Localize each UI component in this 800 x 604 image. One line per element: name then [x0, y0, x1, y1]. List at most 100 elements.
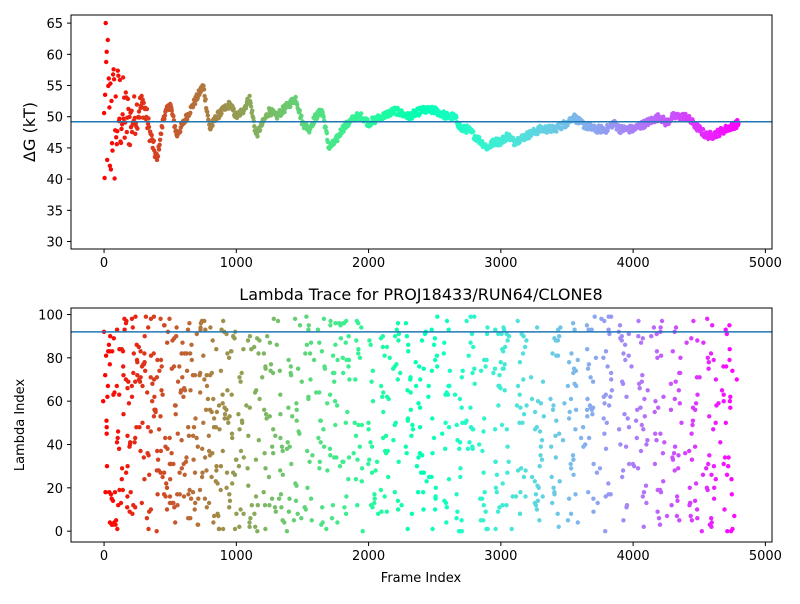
lambda-point [184, 368, 190, 373]
lambda-point [403, 444, 408, 449]
lambda-point [225, 388, 230, 393]
delta-g-point [125, 96, 131, 102]
lambda-point [555, 353, 561, 358]
lambda-point [160, 392, 165, 397]
lambda-point [718, 440, 723, 445]
lambda-point [130, 511, 135, 516]
lambda-point [220, 448, 225, 454]
lambda-point [410, 422, 415, 428]
lambda-point [110, 349, 115, 354]
lambda-point [375, 511, 381, 516]
delta-g-point [231, 106, 236, 112]
delta-g-point [700, 127, 706, 132]
lambda-point [120, 487, 126, 493]
lambda-point [562, 401, 567, 406]
lambda-point [125, 494, 130, 499]
lambda-point [263, 412, 269, 417]
lambda-point [238, 448, 244, 454]
lambda-point [591, 461, 596, 467]
lambda-point [159, 388, 164, 393]
delta-g-point [112, 176, 117, 181]
lambda-point [105, 383, 111, 389]
lambda-point [607, 331, 612, 337]
lambda-point [327, 392, 333, 397]
lambda-point [454, 492, 459, 497]
lambda-point [103, 373, 108, 378]
lambda-point [514, 403, 520, 408]
lambda-point [129, 316, 135, 321]
lambda-point [726, 464, 731, 469]
lambda-point [294, 401, 299, 406]
lambda-point [536, 485, 541, 490]
lambda-point [214, 464, 219, 469]
lambda-point [157, 368, 162, 373]
lambda-point [656, 516, 662, 521]
lambda-point [713, 477, 718, 482]
lambda-point [342, 505, 347, 510]
lambda-point [341, 370, 346, 376]
lambda-point [344, 318, 349, 324]
lambda-point [341, 459, 346, 464]
lambda-point [459, 518, 464, 523]
lambda-point [268, 362, 274, 367]
lambda-point [245, 466, 250, 471]
lambda-point [555, 338, 561, 343]
lambda-point [585, 347, 590, 352]
lambda-point [593, 355, 599, 360]
delta-g-point [162, 113, 168, 118]
lambda-point [466, 353, 471, 358]
lambda-point [154, 375, 160, 380]
lambda-point [204, 505, 209, 510]
lambda-point [271, 427, 276, 432]
lambda-point [378, 383, 384, 389]
lambda-point [709, 520, 714, 525]
lambda-point [345, 409, 350, 415]
lambda-point [460, 420, 465, 425]
lambda-point [470, 446, 475, 451]
lambda-point [191, 425, 197, 430]
lambda-point [711, 427, 716, 432]
delta-g-point [477, 135, 482, 140]
lambda-point [478, 368, 484, 373]
lambda-point [499, 422, 505, 428]
lambda-point [237, 427, 242, 432]
lambda-point [574, 383, 579, 389]
lambda-point [158, 316, 163, 321]
lambda-point [457, 396, 463, 402]
delta-g-point [122, 135, 127, 140]
lambda-point [575, 357, 580, 363]
lambda-point [705, 355, 710, 360]
lambda-point [347, 377, 352, 382]
lambda-point [443, 500, 449, 506]
lambda-point [589, 327, 594, 332]
lambda-point [128, 490, 133, 495]
lambda-point [186, 425, 191, 430]
lambda-point [317, 459, 322, 464]
lambda-point [382, 353, 387, 358]
lambda-point [713, 420, 718, 425]
lambda-point [190, 490, 196, 495]
lambda-point [565, 518, 571, 523]
delta-g-point [113, 94, 118, 99]
lambda-point [672, 396, 677, 402]
lambda-point [443, 420, 448, 425]
lambda-point [146, 526, 151, 532]
lambda-point [265, 334, 270, 339]
lambda-point [357, 355, 363, 360]
lambda-point [346, 455, 352, 460]
lambda-point [217, 427, 222, 432]
lambda-point [637, 386, 642, 391]
lambda-point [224, 470, 230, 475]
lambda-point [618, 442, 623, 447]
lambda-point [286, 357, 291, 363]
lambda-point [177, 492, 182, 497]
lambda-point [602, 401, 607, 406]
lambda-point [273, 509, 278, 514]
lambda-point [655, 509, 660, 514]
lambda-point [629, 364, 634, 369]
delta-g-point [115, 129, 120, 134]
delta-g-point [110, 72, 116, 77]
lambda-point [289, 461, 294, 467]
lambda-point [211, 396, 216, 402]
lambda-point [601, 416, 606, 421]
